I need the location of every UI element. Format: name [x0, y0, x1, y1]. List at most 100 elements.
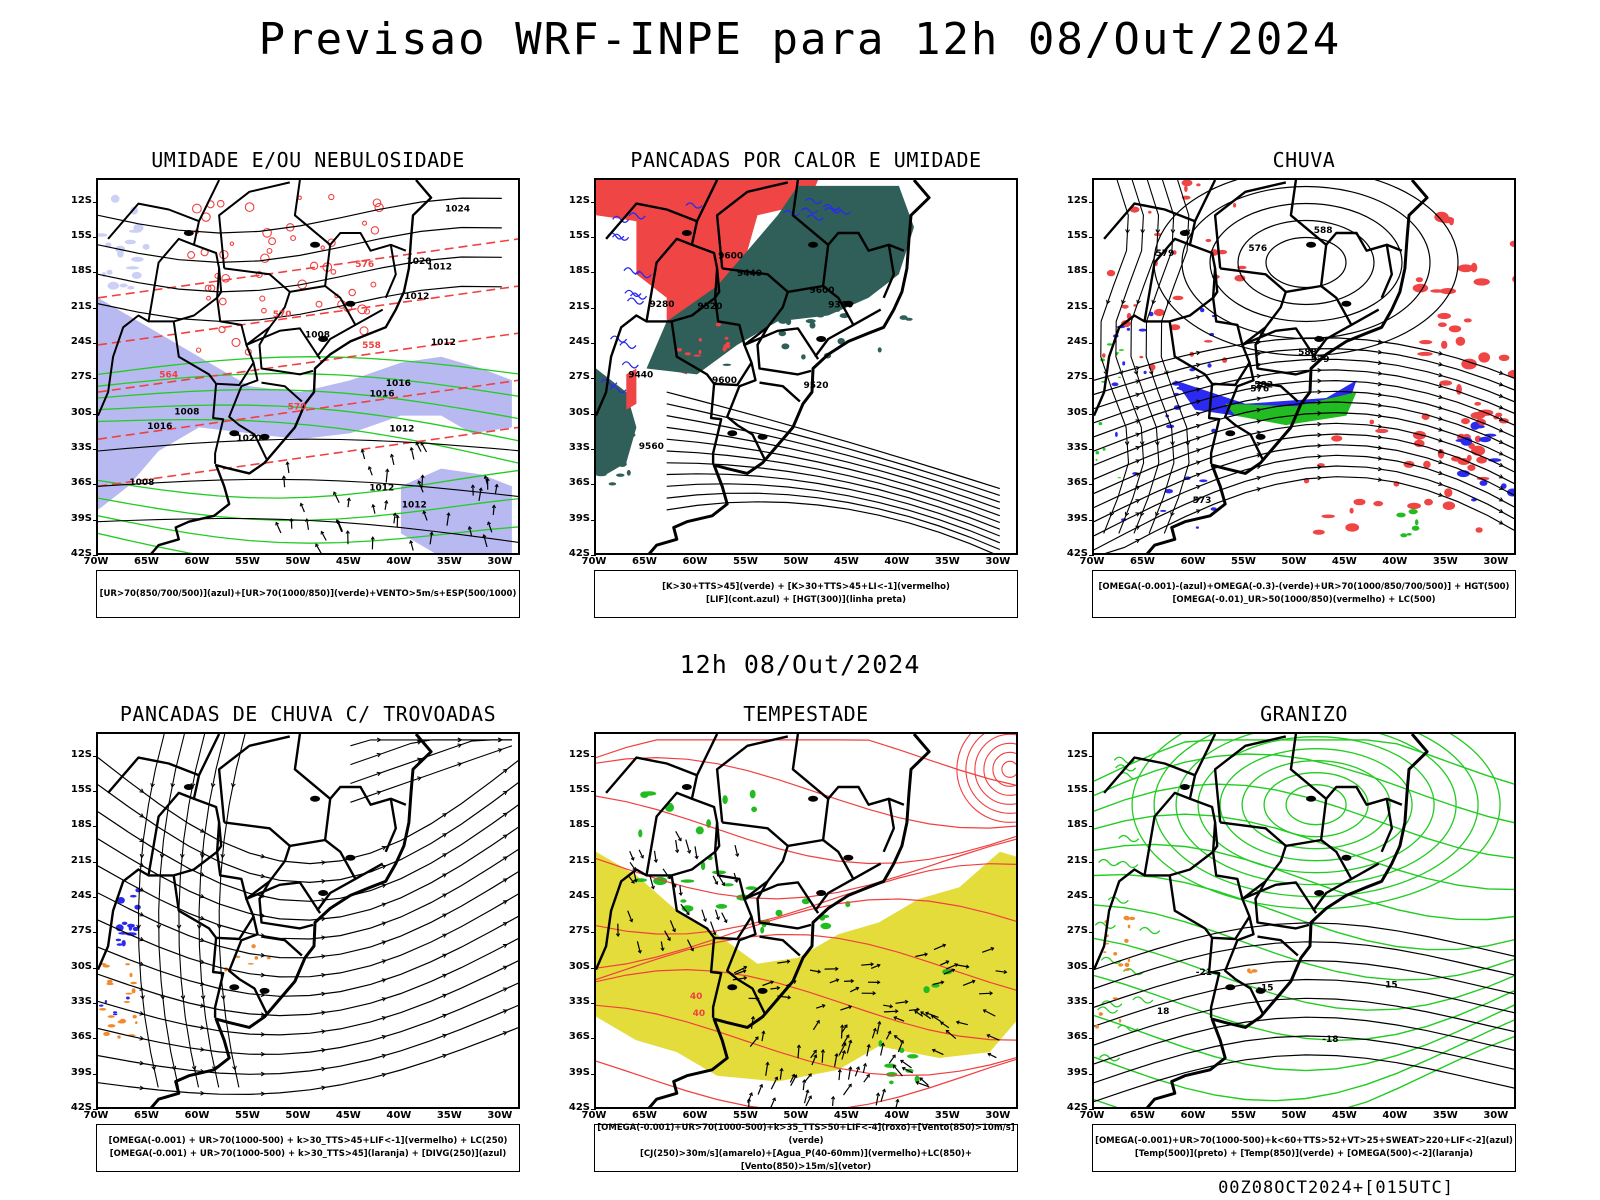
- contour-label: 1008: [305, 331, 330, 341]
- humidity-blue-fill: [98, 233, 108, 237]
- streamline-arrow: [321, 1029, 327, 1034]
- streamline: [1130, 180, 1160, 534]
- panel-title: TEMPESTADE: [743, 702, 869, 726]
- instability-teal-fill: [596, 452, 604, 456]
- y-tick-label: 21S: [1066, 300, 1088, 312]
- streamline-arrow: [1109, 511, 1115, 517]
- lake-shape: [1225, 984, 1236, 991]
- y-tick-mark: [591, 484, 596, 486]
- wind-green-fill: [942, 969, 953, 975]
- y-tick-label: 15S: [568, 229, 590, 241]
- contour-label: 1012: [369, 484, 394, 494]
- rain-red-fill: [1442, 501, 1456, 511]
- wind-vector-head: [808, 1073, 812, 1077]
- streamline-arrow: [442, 1013, 448, 1019]
- wind-vector: [956, 964, 969, 968]
- green-contour: [98, 418, 518, 464]
- streamline-arrow: [199, 872, 205, 877]
- x-tick-label: 35W: [934, 556, 960, 567]
- wind-vector-head: [834, 1052, 839, 1057]
- omega-orange-fill: [1112, 997, 1118, 1000]
- rain-red-fill: [1514, 277, 1516, 284]
- wind-vector: [368, 466, 373, 476]
- streamline-arrow: [139, 1060, 145, 1066]
- lifted-index-red-fill: [596, 180, 819, 375]
- wind-vector-head: [275, 521, 280, 526]
- streamline-arrow: [502, 900, 508, 905]
- rain-red-fill: [1439, 380, 1453, 386]
- political-border: [1213, 735, 1287, 823]
- streamline-arrow: [1195, 497, 1201, 502]
- wind-vector-head: [821, 1004, 826, 1008]
- wind-vector: [337, 520, 344, 532]
- red-contour-blob: [372, 198, 382, 208]
- wind-vector-head: [370, 536, 375, 540]
- streamline-arrow: [1135, 445, 1141, 451]
- contour-label: 9520: [804, 381, 829, 391]
- y-tick-label: 33S: [1066, 995, 1088, 1007]
- wind-vector: [863, 1074, 870, 1083]
- streamline-arrow: [1438, 405, 1444, 410]
- lake-shape: [259, 433, 270, 440]
- lif-blue-contour: [783, 209, 801, 217]
- wind-vector-head: [881, 1088, 886, 1093]
- y-tick-label: 42S: [568, 1102, 590, 1113]
- x-tick-label: 45W: [1331, 556, 1357, 567]
- x-tick-label: 65W: [1129, 1110, 1155, 1121]
- lake-shape: [727, 430, 738, 437]
- streamline-arrow: [1154, 441, 1160, 447]
- wind-vector: [870, 964, 881, 969]
- y-tick-mark: [591, 448, 596, 450]
- wind-vector-head: [841, 1049, 846, 1054]
- divergence-blue-fill: [121, 921, 128, 925]
- hgt300-contour: [666, 391, 1000, 490]
- political-border: [814, 877, 854, 912]
- y-tick-mark: [591, 896, 596, 898]
- instability-teal-fill: [608, 482, 617, 486]
- wind-vector: [361, 449, 366, 460]
- political-border: [224, 798, 332, 848]
- political-border: [743, 845, 820, 914]
- wind-vector: [866, 1044, 870, 1057]
- coastline: [149, 734, 433, 1107]
- isobar: [98, 438, 518, 452]
- x-tick-label: 40W: [1382, 556, 1408, 567]
- rain-red-fill: [1148, 210, 1152, 214]
- streamline: [1094, 454, 1514, 537]
- temp850-green-line: [1139, 926, 1161, 935]
- omega-orange-fill: [1095, 1024, 1099, 1029]
- lake-shape: [1179, 784, 1190, 791]
- streamline-arrow: [1317, 475, 1323, 481]
- streamline-arrow: [260, 972, 266, 978]
- rain-red-fill: [1369, 419, 1375, 425]
- y-tick-mark: [1089, 1073, 1094, 1075]
- wind-green-fill: [751, 806, 757, 813]
- red-contour-blob: [290, 235, 297, 242]
- red-contour-blob: [361, 220, 368, 226]
- political-border: [212, 383, 225, 464]
- wind-vector-head: [677, 837, 682, 842]
- political-border: [1213, 181, 1287, 269]
- wind-vector-head: [640, 854, 644, 859]
- streamline-arrow: [1135, 499, 1141, 504]
- political-border: [1094, 868, 1170, 971]
- run-time-footer: 00Z08OCT2024+[015UTC]: [1218, 1178, 1454, 1198]
- wind-vector: [895, 1099, 899, 1107]
- wind-vector-head: [774, 1076, 779, 1081]
- temp850-green-line: [1094, 753, 1514, 824]
- wind-vector: [410, 540, 414, 551]
- y-tick-mark: [1089, 790, 1094, 792]
- political-border: [645, 791, 693, 876]
- wind-vector: [902, 1067, 913, 1074]
- divergence-blue-fill: [116, 943, 123, 946]
- temp850-green-line: [1094, 974, 1514, 1042]
- hgt500-contour: [1237, 219, 1375, 306]
- humidity-blue-fill: [107, 281, 120, 290]
- political-border: [245, 291, 321, 360]
- y-tick-label: 39S: [568, 512, 590, 524]
- x-tick-label: 50W: [1281, 556, 1307, 567]
- y-tick-mark: [591, 1002, 596, 1004]
- streamline-arrow: [381, 1034, 387, 1040]
- streamline-arrow: [1438, 470, 1444, 476]
- wind-vector-head: [816, 1019, 820, 1024]
